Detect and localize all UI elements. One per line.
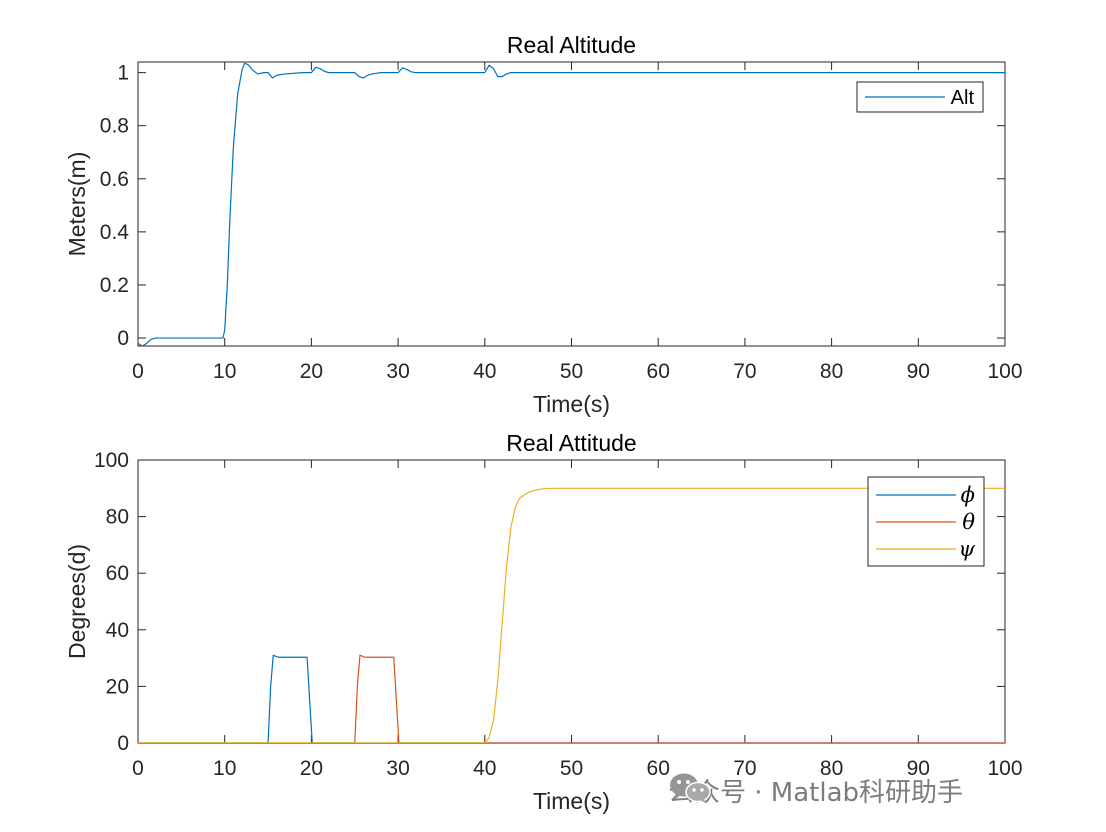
- x-tick-label: 0: [132, 757, 144, 780]
- series-line-2: [138, 654, 1005, 743]
- x-tick-label: 100: [987, 757, 1022, 780]
- x-tick-label: 50: [560, 360, 583, 383]
- x-tick-label: 100: [987, 360, 1022, 383]
- x-tick-label: 70: [733, 360, 756, 383]
- wechat-icon: [670, 773, 711, 804]
- x-tick-label: 40: [473, 360, 496, 383]
- plot-area: [137, 459, 1006, 744]
- series-group: [138, 62, 1005, 346]
- x-tick-label: 40: [473, 757, 496, 780]
- legend-label: θ: [962, 510, 975, 534]
- x-tick-label: 60: [647, 360, 670, 383]
- y-tick-label: 1: [117, 62, 129, 85]
- y-tick-label: 0.2: [100, 274, 129, 297]
- legend-label: Alt: [951, 87, 975, 109]
- x-tick-label: 50: [560, 757, 583, 780]
- x-tick-label: 90: [907, 360, 930, 383]
- y-tick-label: 20: [106, 675, 129, 698]
- chart-title: Real Altitude: [507, 32, 636, 58]
- y-axis-label: Meters(m): [64, 152, 90, 257]
- x-tick-label: 0: [132, 360, 144, 383]
- x-axis-label: Time(s): [533, 788, 610, 814]
- x-axis-label: Time(s): [533, 391, 610, 417]
- legend-label: ψ: [959, 537, 976, 561]
- watermark-text: 公众号 · Matlab科研助手: [668, 777, 964, 808]
- y-tick-label: 0: [117, 732, 129, 755]
- x-tick-label: 90: [907, 757, 930, 780]
- x-tick-label: 70: [733, 757, 756, 780]
- y-tick-label: 40: [106, 619, 129, 642]
- y-axis-label: Degrees(d): [64, 544, 90, 659]
- x-tick-label: 10: [213, 757, 236, 780]
- y-tick-label: 0.8: [100, 115, 129, 138]
- y-tick-label: 0.6: [100, 168, 129, 191]
- series-line-1: [138, 62, 1005, 346]
- legend: ϕθψ: [867, 476, 985, 567]
- legend-label: ϕ: [961, 483, 975, 507]
- plot-panel-2: 0 10 20 30 40 50 60 70 80 90 100 0 20 40 60 80 100 Time(s…: [64, 430, 1023, 814]
- y-tick-label: 0: [117, 327, 129, 350]
- legend: Alt: [856, 81, 984, 113]
- x-tick-label: 20: [300, 757, 323, 780]
- x-tick-label: 30: [386, 757, 409, 780]
- x-tick-label: 20: [300, 360, 323, 383]
- x-tick-label: 10: [213, 360, 236, 383]
- x-tick-label: 60: [647, 757, 670, 780]
- series-group: [138, 487, 1005, 743]
- y-tick-label: 80: [106, 506, 129, 529]
- x-tick-label: 80: [820, 360, 843, 383]
- y-tick-label: 60: [106, 562, 129, 585]
- chart-title: Real Attitude: [506, 430, 636, 456]
- y-tick-label: 100: [94, 449, 129, 472]
- watermark: 公众号 · Matlab科研助手: [668, 770, 963, 810]
- x-tick-label: 80: [820, 757, 843, 780]
- series-line-3: [138, 487, 1005, 743]
- y-tick-label: 0.4: [100, 221, 130, 244]
- x-tick-label: 30: [386, 360, 409, 383]
- series-line-1: [138, 654, 1005, 743]
- plot-panel-1: 0 10 20 30 40 50 60 70 80 90 100 0 0.2 0.4 0.6 0.8 1 Time…: [64, 32, 1023, 417]
